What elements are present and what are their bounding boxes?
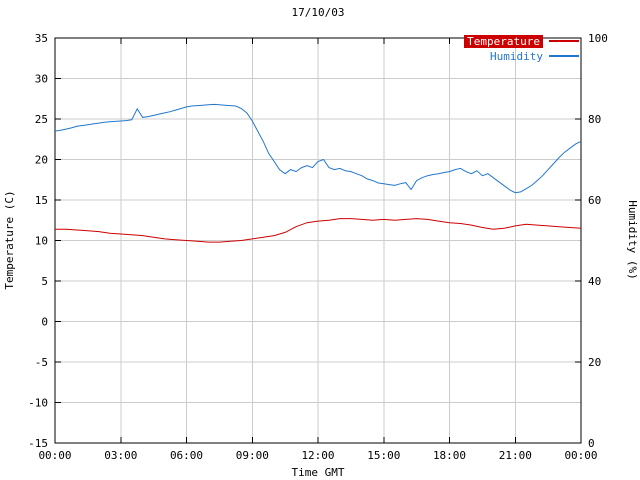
y-left-tick-label: -15 bbox=[28, 437, 48, 450]
x-tick-label: 03:00 bbox=[104, 449, 137, 462]
y-right-tick-label: 20 bbox=[588, 356, 601, 369]
y-left-tick-label: 5 bbox=[41, 275, 48, 288]
y-left-tick-label: -5 bbox=[35, 356, 48, 369]
legend-label: Humidity bbox=[490, 49, 543, 63]
x-tick-label: 00:00 bbox=[38, 449, 71, 462]
legend-entry-temperature: Temperature bbox=[464, 34, 579, 48]
x-tick-label: 15:00 bbox=[367, 449, 400, 462]
y-left-tick-label: 10 bbox=[35, 235, 48, 248]
y-left-tick-label: 0 bbox=[41, 316, 48, 329]
legend-line-sample bbox=[549, 40, 579, 42]
y-left-tick-label: 20 bbox=[35, 154, 48, 167]
y-left-tick-label: 25 bbox=[35, 113, 48, 126]
x-tick-label: 21:00 bbox=[499, 449, 532, 462]
y-left-tick-label: 30 bbox=[35, 73, 48, 86]
y-right-tick-label: 80 bbox=[588, 113, 601, 126]
legend-entry-humidity: Humidity bbox=[490, 49, 579, 63]
x-tick-label: 12:00 bbox=[301, 449, 334, 462]
series-line-humidity bbox=[54, 103, 582, 194]
y-right-tick-label: 100 bbox=[588, 32, 608, 45]
x-tick-label: 09:00 bbox=[236, 449, 269, 462]
y-right-tick-label: 60 bbox=[588, 194, 601, 207]
legend: Temperature Humidity bbox=[464, 34, 579, 63]
y-right-tick-label: 0 bbox=[588, 437, 595, 450]
legend-line-sample bbox=[549, 55, 579, 57]
x-tick-label: 00:00 bbox=[564, 449, 597, 462]
legend-label: Temperature bbox=[464, 34, 543, 48]
y-axis-title-left: Temperature (C) bbox=[3, 190, 16, 289]
chart-title: 17/10/03 bbox=[292, 6, 345, 19]
y-axis-title-right: Humidity (%) bbox=[626, 200, 639, 279]
y-left-tick-label: -10 bbox=[28, 397, 48, 410]
y-left-tick-label: 35 bbox=[35, 32, 48, 45]
series-line-temperature bbox=[55, 218, 582, 243]
x-tick-label: 06:00 bbox=[170, 449, 203, 462]
y-right-tick-label: 40 bbox=[588, 275, 601, 288]
x-axis-title: Time GMT bbox=[292, 466, 345, 479]
x-tick-label: 18:00 bbox=[433, 449, 466, 462]
y-left-tick-label: 15 bbox=[35, 194, 48, 207]
